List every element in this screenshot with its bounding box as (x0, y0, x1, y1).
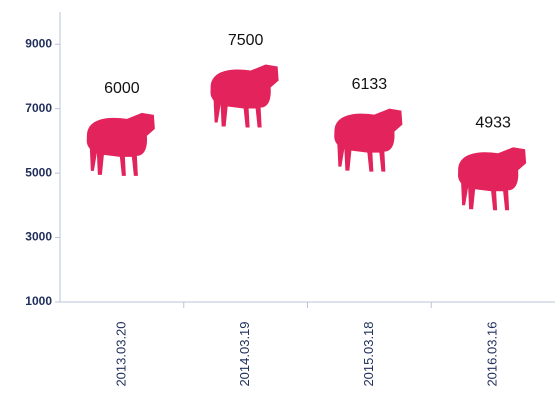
y-tick-label: 9000 (25, 36, 52, 50)
y-tick-label: 5000 (25, 165, 52, 179)
x-tick-label: 2015.03.18 (361, 321, 376, 386)
y-tick-label: 7000 (25, 101, 52, 115)
y-tick-label: 3000 (25, 230, 52, 244)
y-tick-label: 1000 (25, 294, 52, 308)
value-label: 7500 (228, 32, 264, 49)
sheep-icon (458, 147, 526, 210)
x-tick-label: 2016.03.16 (485, 321, 500, 386)
x-tick-label: 2014.03.19 (237, 321, 252, 386)
sheep-icon (87, 113, 155, 176)
value-label: 6133 (352, 76, 388, 93)
sheep-icon (334, 109, 402, 172)
chart: 1000 3000 5000 7000 9000 2013.03.20 6000 2014.0… (0, 0, 555, 408)
sheep-icon (211, 65, 279, 128)
x-tick-label: 2013.03.20 (113, 321, 128, 386)
value-label: 4933 (475, 114, 511, 131)
value-label: 6000 (104, 80, 140, 97)
